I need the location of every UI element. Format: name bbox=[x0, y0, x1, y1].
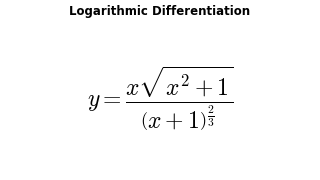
Text: Logarithmic Differentiation: Logarithmic Differentiation bbox=[69, 5, 251, 18]
Text: $y = \dfrac{x\sqrt{x^{2}+1}}{\left(x+1\right)^{\frac{2}{3}}}$: $y = \dfrac{x\sqrt{x^{2}+1}}{\left(x+1\r… bbox=[87, 65, 233, 133]
